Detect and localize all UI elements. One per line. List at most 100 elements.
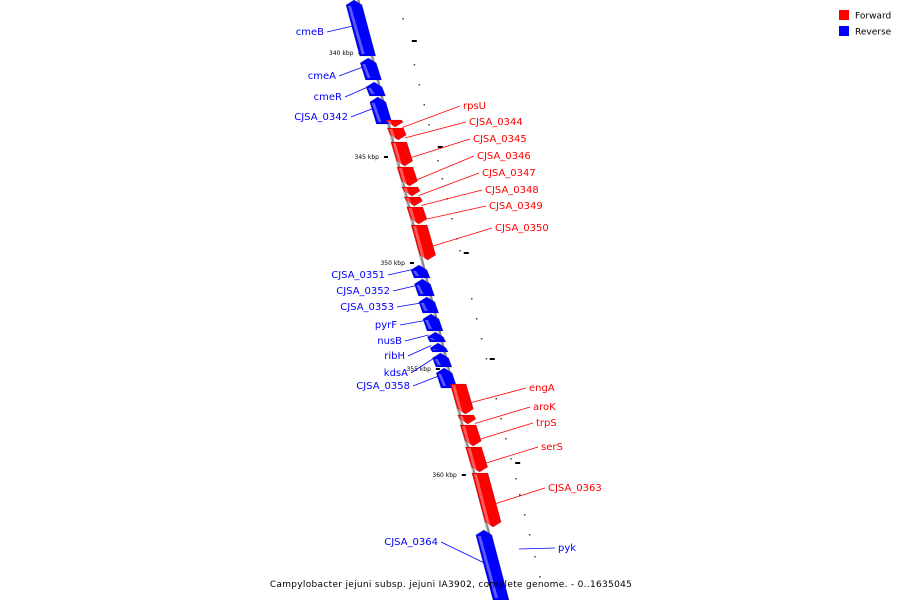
gene-glyph-shine <box>412 271 420 276</box>
gene-glyph-CJSA_0353[interactable] <box>418 296 440 314</box>
gene-label-CJSA_0342[interactable]: CJSA_0342 <box>294 112 348 123</box>
tick-marker <box>383 156 388 158</box>
gene-glyph-CJSA_0345[interactable] <box>390 141 414 167</box>
gene-glyph-shine <box>438 374 447 386</box>
legend-reverse-label: Reverse <box>855 28 892 38</box>
gene-glyph-shine <box>477 536 498 598</box>
gene-label-CJSA_0350[interactable]: CJSA_0350 <box>495 223 549 234</box>
gene-label-kdsA[interactable]: kdsA <box>384 368 408 379</box>
gene-glyph-CJSA_0347[interactable] <box>401 186 421 197</box>
gene-glyph-shine <box>416 285 424 294</box>
gene-label-aroK[interactable]: aroK <box>533 402 556 413</box>
gene-glyph-cmeR[interactable] <box>365 81 386 97</box>
gene-leader-line <box>494 487 546 505</box>
gene-glyph-aroK[interactable] <box>457 414 477 425</box>
gene-label-CJSA_0348[interactable]: CJSA_0348 <box>485 185 539 196</box>
gene-glyph-trpS[interactable] <box>459 424 482 447</box>
gene-glyph-ribH[interactable] <box>429 342 449 353</box>
gene-leader-line <box>396 302 421 308</box>
gene-glyph-cmeA[interactable] <box>359 57 383 81</box>
gene-leader-line <box>350 108 374 118</box>
gene-leader-line <box>518 547 556 550</box>
gene-label-pyrF[interactable]: pyrF <box>375 320 397 331</box>
gene-glyph-CJSA_0351[interactable] <box>410 264 431 279</box>
gene-glyph-shine <box>392 143 402 164</box>
legend-forward-label: Forward <box>855 12 891 22</box>
gene-glyph-shine <box>398 168 407 184</box>
gene-glyph-CJSA_0364[interactable] <box>475 529 510 600</box>
gene-label-pyk[interactable]: pyk <box>558 543 576 554</box>
gene-label-CJSA_0346[interactable]: CJSA_0346 <box>477 151 531 162</box>
gene-label-ribH[interactable]: ribH <box>384 351 405 362</box>
gene-glyph-shine <box>452 385 463 412</box>
minor-tick <box>510 458 512 460</box>
gene-glyph-CJSA_0346[interactable] <box>396 166 418 187</box>
major-tick-mark <box>515 462 521 464</box>
gene-leader-line <box>412 375 439 387</box>
minor-tick <box>515 478 517 480</box>
gene-label-CJSA_0358[interactable]: CJSA_0358 <box>356 381 410 392</box>
gene-label-engA[interactable]: engA <box>529 383 555 394</box>
gene-glyph-shine <box>403 188 410 194</box>
major-tick-mark <box>411 40 417 42</box>
gene-glyph-shine <box>413 226 425 258</box>
gene-glyph-shine <box>467 448 477 470</box>
gene-glyph-CJSA_0348[interactable] <box>403 196 423 207</box>
gene-label-CJSA_0353[interactable]: CJSA_0353 <box>340 302 394 313</box>
gene-glyph-cmeB[interactable] <box>345 0 377 57</box>
gene-glyph-shine <box>368 88 375 94</box>
gene-leader-line <box>402 105 461 128</box>
gene-glyph-CJSA_0344[interactable] <box>386 127 407 141</box>
gene-label-serS[interactable]: serS <box>541 442 563 453</box>
gene-glyph-shine <box>434 359 441 365</box>
gene-leader-line <box>431 227 493 247</box>
gene-glyph-CJSA_0352[interactable] <box>413 278 435 297</box>
gene-label-CJSA_0351[interactable]: CJSA_0351 <box>331 270 385 281</box>
gene-label-cmeA[interactable]: cmeA <box>308 71 336 82</box>
gene-label-CJSA_0347[interactable]: CJSA_0347 <box>482 168 536 179</box>
gene-label-CJSA_0344[interactable]: CJSA_0344 <box>469 117 523 128</box>
minor-tick <box>471 298 473 300</box>
genome-caption: Campylobacter jejuni subsp. jejuni IA390… <box>270 580 632 590</box>
gene-label-CJSA_0364[interactable]: CJSA_0364 <box>384 537 438 548</box>
major-tick-mark <box>489 358 495 360</box>
gene-layer <box>345 0 510 600</box>
gene-label-trpS[interactable]: trpS <box>536 418 557 429</box>
gene-glyph-serS[interactable] <box>465 446 488 473</box>
gene-leader-line <box>404 334 429 342</box>
gene-glyph-rpsU[interactable] <box>384 119 404 128</box>
minor-tick <box>451 218 453 220</box>
gene-glyph-CJSA_0342[interactable] <box>369 96 393 125</box>
gene-label-CJSA_0363[interactable]: CJSA_0363 <box>548 483 602 494</box>
gene-glyph-shine <box>371 103 382 122</box>
minor-tick <box>523 514 526 516</box>
gene-leader-line <box>404 121 467 139</box>
gene-glyph-CJSA_0358[interactable] <box>435 367 458 389</box>
gene-label-rpsU[interactable]: rpsU <box>463 101 486 112</box>
gene-leader-line <box>421 189 483 206</box>
gene-label-cmeB[interactable]: cmeB <box>296 27 324 38</box>
gene-glyph-CJSA_0349[interactable] <box>406 206 428 225</box>
tick-layer: 340 kbp 345 kbp 350 kbp 355 kbp 360 kbp <box>329 18 541 578</box>
minor-tick <box>423 104 425 106</box>
gene-glyph-engA[interactable] <box>449 383 474 415</box>
gene-leader-line <box>338 66 364 77</box>
minor-tick <box>475 318 478 320</box>
gene-glyph-CJSA_0350[interactable] <box>410 224 437 261</box>
gene-label-cmeR[interactable]: cmeR <box>314 92 342 103</box>
minor-tick <box>485 358 488 360</box>
minor-tick <box>459 250 461 252</box>
gene-label-CJSA_0349[interactable]: CJSA_0349 <box>489 201 543 212</box>
gene-label-CJSA_0345[interactable]: CJSA_0345 <box>473 134 527 145</box>
gene-leader-line <box>344 86 368 98</box>
gene-leader-line <box>474 406 531 424</box>
gene-glyph-pyrF[interactable] <box>422 313 444 332</box>
gene-label-CJSA_0352[interactable]: CJSA_0352 <box>336 286 390 297</box>
minor-tick <box>428 124 430 126</box>
gene-label-nusB[interactable]: nusB <box>377 336 402 347</box>
gene-glyph-CJSA_0363[interactable] <box>471 472 502 528</box>
gene-glyph-kdsA[interactable] <box>432 352 453 368</box>
legend-forward-swatch <box>839 10 849 20</box>
minor-tick <box>519 494 521 496</box>
gene-glyph-nusB[interactable] <box>426 331 447 343</box>
